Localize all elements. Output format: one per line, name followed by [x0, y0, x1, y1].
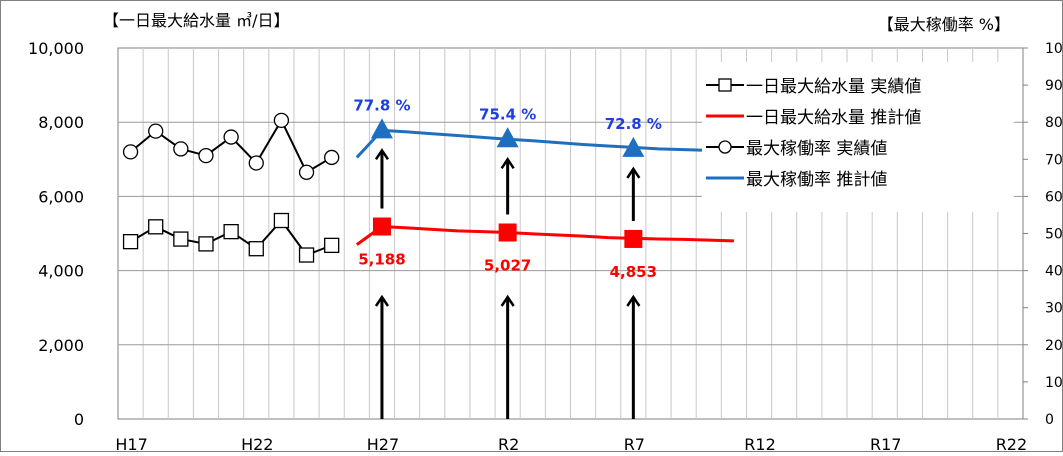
legend-label: 一日最大給水量 実績値: [746, 77, 921, 97]
y-left-tick-label: 2,000: [38, 336, 84, 355]
x-tick-label: R17: [870, 435, 901, 452]
arrow-head: [626, 166, 641, 179]
data-point-circle: [273, 112, 290, 128]
legend-label: 最大稼働率 実績値: [746, 139, 887, 159]
data-point-circle: [198, 147, 214, 164]
x-tick-label: H17: [115, 435, 147, 452]
y-left-tick-label: 6,000: [38, 187, 84, 206]
data-point-square: [122, 234, 139, 250]
supply-data-label: 5,188: [358, 251, 405, 269]
y-right-tick-label: 10: [1045, 375, 1063, 391]
rate-data-label: 72.8 %: [605, 115, 662, 133]
y-right-tick-label: 20: [1045, 338, 1063, 354]
data-point-circle: [148, 123, 164, 139]
data-point-square: [198, 236, 214, 252]
arrow-head: [374, 294, 389, 307]
y-left-tick-label: 0: [74, 410, 84, 429]
left-axis-title: 【一日最大給水量 ㎥/日】: [103, 11, 289, 30]
series-line: [355, 128, 734, 159]
y-right-tick-label: 70: [1045, 152, 1063, 168]
y-left-tick-label: 10,000: [28, 39, 84, 58]
data-point-square: [298, 247, 315, 263]
right-axis-title: 【最大稼働率 %】: [878, 15, 1010, 34]
data-point-circle: [298, 164, 315, 180]
series-line: [355, 225, 734, 246]
y-left-tick-label: 8,000: [38, 113, 84, 132]
supply-data-label: 4,853: [610, 263, 657, 281]
data-point-circle: [248, 155, 264, 171]
rate-highlight-marker: [496, 127, 519, 148]
y-right-tick-label: 0: [1045, 412, 1054, 428]
data-point-square: [273, 212, 290, 229]
y-right-tick-label: 50: [1045, 227, 1063, 243]
data-point-circle: [173, 141, 189, 157]
data-point-circle: [324, 149, 340, 166]
data-point-square: [148, 219, 164, 235]
data-point-square: [324, 237, 340, 254]
arrow-head: [374, 148, 389, 161]
data-point-square: [223, 223, 239, 240]
data-point-circle: [223, 129, 239, 145]
legend-label: 一日最大給水量 推計値: [746, 108, 921, 128]
data-point-square: [173, 231, 189, 247]
x-tick-label: R2: [498, 435, 519, 452]
rate-highlight-marker: [622, 136, 645, 157]
rate-highlight-marker: [370, 118, 393, 139]
supply-highlight-marker: [372, 217, 391, 236]
arrow-head: [500, 157, 515, 169]
y-right-tick-label: 40: [1045, 264, 1063, 280]
arrow-head: [500, 294, 515, 307]
supply-highlight-marker: [498, 223, 517, 242]
legend-swatch-circle: [718, 140, 732, 154]
arrow-head: [626, 294, 641, 307]
rate-data-label: 75.4 %: [479, 105, 536, 123]
data-point-circle: [122, 144, 139, 160]
supply-highlight-marker: [624, 229, 643, 248]
y-right-tick-label: 100: [1045, 41, 1063, 57]
y-left-tick-label: 4,000: [38, 262, 84, 281]
x-tick-label: R22: [996, 435, 1027, 452]
y-right-tick-label: 60: [1045, 189, 1063, 205]
y-right-tick-label: 30: [1045, 301, 1063, 317]
legend-swatch-square: [718, 78, 732, 92]
x-tick-label: H27: [367, 435, 399, 452]
x-tick-label: R7: [624, 435, 645, 452]
data-point-square: [248, 241, 264, 257]
legend-box: [702, 62, 1014, 212]
legend-label: 最大稼働率 推計値: [746, 170, 887, 190]
x-tick-label: R12: [744, 435, 775, 452]
rate-data-label: 77.8 %: [353, 96, 410, 114]
x-tick-label: H22: [241, 435, 273, 452]
y-right-tick-label: 90: [1045, 78, 1063, 94]
supply-data-label: 5,027: [484, 256, 531, 274]
y-right-tick-label: 80: [1045, 115, 1063, 131]
